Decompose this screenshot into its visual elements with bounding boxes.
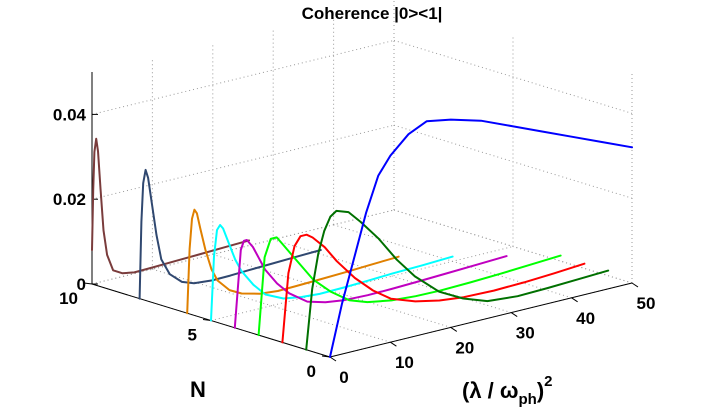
grid-line: [273, 239, 512, 314]
grid-line: [152, 268, 391, 343]
x-tick-mark: [450, 326, 458, 332]
series-line-n-3: [257, 236, 562, 337]
y-tick-mark: [83, 282, 93, 285]
grid-line: [91, 124, 395, 200]
series-line-n-1: [305, 209, 610, 351]
chart-title: Coherence |0><1|: [302, 4, 443, 23]
axes: [83, 72, 639, 362]
series-line-n-8: [138, 168, 322, 300]
x-tick-mark: [329, 356, 337, 362]
z-tick-label: 0.04: [53, 105, 87, 124]
x-axis-line: [329, 282, 633, 358]
grid-line: [393, 209, 633, 284]
series-line-n-10: [91, 137, 250, 275]
grid-lines: [91, 0, 633, 358]
series-line-n-2: [281, 233, 586, 344]
series-line-n-5: [210, 224, 454, 322]
x-tick-label: 20: [455, 338, 474, 357]
grid-line: [91, 39, 395, 115]
x-tick-mark: [631, 282, 639, 288]
series-line-n-0: [329, 118, 633, 358]
y-tick-label: 0: [307, 362, 316, 381]
x-tick-label: 30: [516, 324, 535, 343]
z-tick-label: 0.02: [53, 190, 86, 209]
x-tick-label: 10: [395, 353, 414, 372]
grid-line: [393, 39, 633, 114]
svg-text:(λ / ωph)2: (λ / ωph)2: [462, 373, 552, 408]
x-tick-mark: [510, 312, 518, 318]
data-series: [91, 118, 633, 358]
x-tick-mark: [571, 297, 578, 303]
y-axis-label: N: [190, 377, 206, 402]
x-tick-label: 0: [339, 368, 348, 387]
grid-line: [393, 124, 633, 199]
series-line-n-6: [186, 208, 400, 315]
x-tick-label: 50: [637, 294, 656, 313]
y-tick-mark: [321, 355, 331, 358]
x-tick-label: 40: [576, 309, 595, 328]
z-tick-label: 0: [77, 275, 86, 294]
y-tick-label: 10: [59, 289, 78, 308]
x-axis-label: (λ / ωph)2: [462, 373, 552, 408]
x-tick-mark: [390, 341, 397, 347]
y-tick-label: 5: [188, 326, 197, 345]
y-tick-mark: [202, 319, 212, 321]
